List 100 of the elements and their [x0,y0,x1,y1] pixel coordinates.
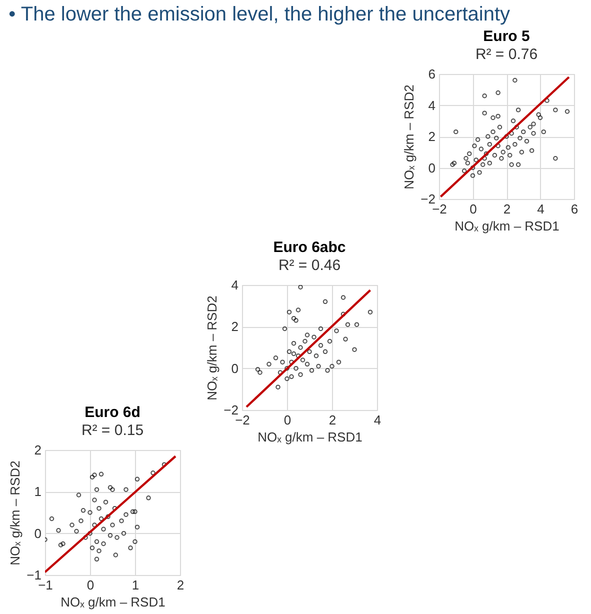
point [98,516,104,522]
point [96,548,102,554]
y-tick-label: −2 [420,192,436,206]
point [509,162,514,167]
point [450,162,455,167]
point [340,312,346,317]
point [132,539,138,544]
y-tick-label: 6 [428,66,436,82]
point [496,90,500,96]
point [352,347,357,352]
point [119,518,124,524]
x-tick-label: 2 [503,202,511,216]
chart-title: Euro 6d [84,404,140,421]
x-tick-label: 6 [570,202,578,216]
point [76,492,82,498]
point [492,152,498,158]
point [500,150,506,154]
point [521,129,526,134]
point [544,98,550,103]
point [490,129,496,134]
point [536,112,541,117]
y-axis-title: NOₓ g/km – RSD2 [8,460,23,566]
chart-title: Euro 5 [483,28,530,45]
point [477,170,482,175]
point [516,108,521,112]
point [528,124,532,130]
point [296,308,301,312]
point [538,115,543,120]
point [564,109,570,114]
x-tick-label: 0 [470,202,477,216]
point [464,156,468,161]
point [529,148,534,153]
point [134,524,140,530]
x-tick-label: 0 [284,412,292,428]
point [524,138,530,144]
point [368,310,373,314]
point [90,474,95,480]
point [94,556,100,562]
point [108,533,113,538]
point [113,552,118,558]
point [132,509,138,514]
point [273,356,278,360]
point [284,366,290,371]
x-tick-label: 2 [328,412,336,428]
point [90,546,95,550]
point [286,349,292,354]
point [472,144,477,148]
point [474,158,478,162]
point [130,509,136,514]
point [96,506,102,511]
point [553,108,558,112]
point [465,160,470,166]
point [282,326,288,332]
chart-subtitle: R² = 0.76 [475,46,538,63]
point [487,142,492,147]
point [316,364,321,369]
point [504,134,509,139]
point [80,508,86,513]
point [88,530,92,536]
point [298,372,303,377]
y-tick-label: 2 [428,129,436,144]
point [484,151,489,156]
point [291,316,296,321]
point [110,522,115,528]
point [307,349,312,354]
point [486,134,490,139]
point [302,338,308,344]
point [92,472,97,478]
point [512,142,518,147]
point [480,162,486,167]
y-tick-label: 4 [231,278,238,292]
point [470,173,476,178]
point [343,336,348,342]
point [60,541,66,546]
point [88,510,92,515]
point [475,137,480,142]
chart-subtitle: R² = 0.46 [278,257,341,274]
point [497,124,502,130]
x-axis-title: NOₓ g/km – RSD1 [454,218,560,234]
point [510,118,516,124]
point [336,360,342,364]
point [482,110,487,116]
point [304,362,310,367]
point [514,124,519,130]
point [110,487,115,492]
point [276,384,280,390]
point [518,136,522,140]
point [296,353,301,358]
point [121,530,126,536]
y-tick-label: 0 [231,360,238,376]
point [345,322,350,327]
y-tick-label: 0 [428,160,436,176]
point [294,366,298,371]
x-tick-label: 4 [374,412,382,428]
point [298,285,303,290]
y-tick-label: 2 [34,442,42,458]
point [284,376,290,382]
point [354,322,360,327]
point [478,146,484,152]
chart-subtitle: R² = 0.15 [81,422,144,439]
